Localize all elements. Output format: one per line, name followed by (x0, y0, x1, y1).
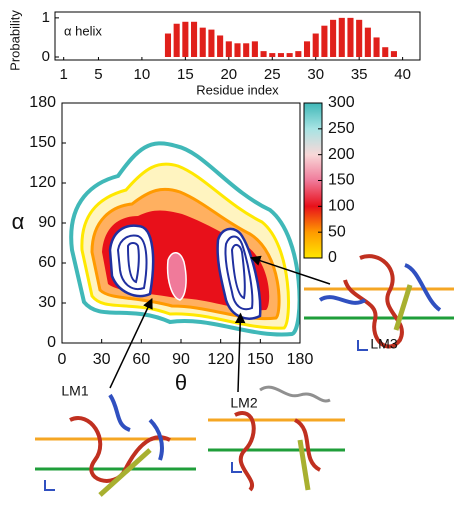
x-tick-label: 1 (60, 66, 68, 83)
bar (243, 43, 250, 57)
annotation-label: LM2 (230, 395, 257, 411)
y-tick-label: 1 (42, 9, 50, 26)
y-axis-label: Probability (7, 10, 22, 71)
molecule-lm2 (208, 385, 345, 492)
colorbar-tick-label: 50 (328, 223, 346, 240)
bar (173, 23, 180, 58)
y-tick-label: 0 (47, 334, 56, 351)
series-label: α helix (64, 23, 102, 38)
y-tick-label: 30 (38, 294, 56, 311)
bar (269, 53, 276, 57)
annotation-arrow (234, 312, 246, 393)
colorbar-tick-label: 300 (328, 94, 355, 111)
bar (182, 21, 189, 57)
x-tick-label: 20 (220, 66, 237, 83)
x-tick-label: 35 (351, 66, 368, 83)
x-tick-label: 10 (134, 66, 151, 83)
bar (164, 33, 172, 57)
bar (251, 41, 258, 57)
bar (303, 41, 311, 57)
x-tick-label: 30 (307, 66, 324, 83)
x-tick-label: 25 (264, 66, 281, 83)
bar (199, 27, 206, 57)
x-axis-label: Residue index (196, 82, 279, 97)
x-tick-label: 90 (172, 351, 190, 368)
y-tick-label: 90 (38, 214, 56, 231)
bar (347, 17, 354, 57)
x-tick-label: 150 (247, 351, 274, 368)
annotation-label: LM3 (370, 336, 397, 352)
bar (312, 33, 319, 57)
bar (338, 17, 345, 57)
bar (364, 27, 371, 57)
colorbar-tick-label: 150 (328, 172, 355, 189)
x-tick-label: 15 (177, 66, 194, 83)
bar (321, 25, 328, 57)
bar (217, 35, 224, 57)
x-tick-label: 60 (132, 351, 150, 368)
y-tick-label: 60 (38, 254, 56, 271)
bar (225, 41, 232, 57)
x-tick-label: 5 (94, 66, 102, 83)
x-tick-label: 120 (207, 351, 234, 368)
plot-frame (54, 11, 421, 61)
colorbar-tick-label: 100 (328, 198, 355, 215)
y-tick-label: 180 (29, 94, 56, 111)
x-tick-label: 30 (93, 351, 111, 368)
colorbar-tick-label: 200 (328, 146, 355, 163)
x-tick-label: 40 (394, 66, 411, 83)
molecule-lm3 (304, 254, 454, 351)
bar (234, 43, 241, 57)
bar (330, 19, 337, 57)
molecule-lm1 (35, 393, 196, 497)
annotation-arrow (109, 298, 153, 389)
bar (356, 19, 363, 57)
contour-field (69, 141, 300, 337)
annotation-label: LM1 (61, 383, 88, 399)
y-tick-label: 150 (29, 134, 56, 151)
bar (191, 21, 198, 57)
bar (295, 51, 302, 57)
annotation-arrow (250, 255, 331, 285)
x-axis-label: θ (175, 370, 187, 395)
bar (277, 53, 284, 57)
y-tick-label: 120 (29, 174, 56, 191)
bar (260, 51, 267, 57)
bar (382, 47, 389, 57)
colorbar-tick-label: 250 (328, 120, 355, 137)
bar (208, 29, 215, 57)
x-tick-label: 180 (287, 351, 314, 368)
y-axis-label: α (12, 209, 25, 234)
x-tick-label: 0 (58, 351, 67, 368)
colorbar-tick-label: 0 (328, 249, 337, 266)
y-tick-label: 0 (42, 48, 50, 65)
bar (390, 51, 397, 57)
bar (373, 37, 380, 57)
bar (286, 53, 293, 57)
